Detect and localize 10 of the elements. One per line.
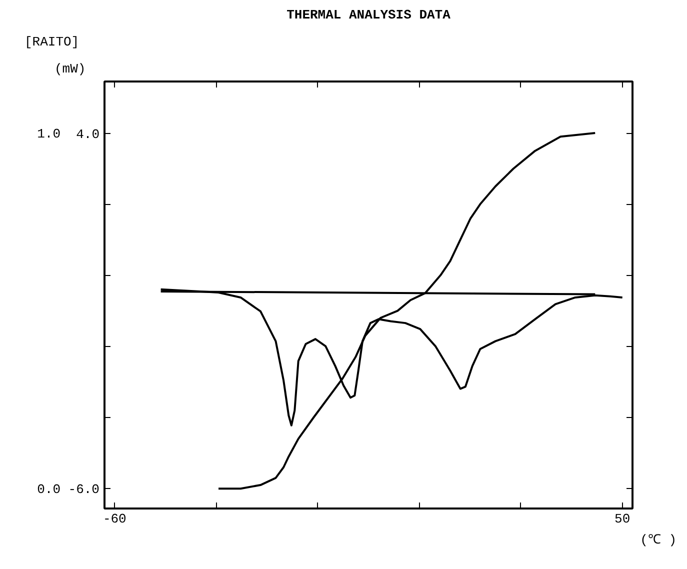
y-tick-label: -6.0 [68,482,100,498]
y-tick-label: 4.0 [76,126,100,142]
x-axis-title: (℃ ) [640,532,676,548]
x-tick-label: 50 [614,512,630,526]
y2-tick-label: 0.0 [37,482,60,498]
y-axis-title: (mW) [54,62,86,76]
chart-title: THERMAL ANALYSIS DATA [286,8,451,22]
y2-axis-title: [RAITO] [24,34,80,50]
x-tick-label: -60 [102,512,126,526]
y2-tick-label: 1.0 [37,126,60,142]
